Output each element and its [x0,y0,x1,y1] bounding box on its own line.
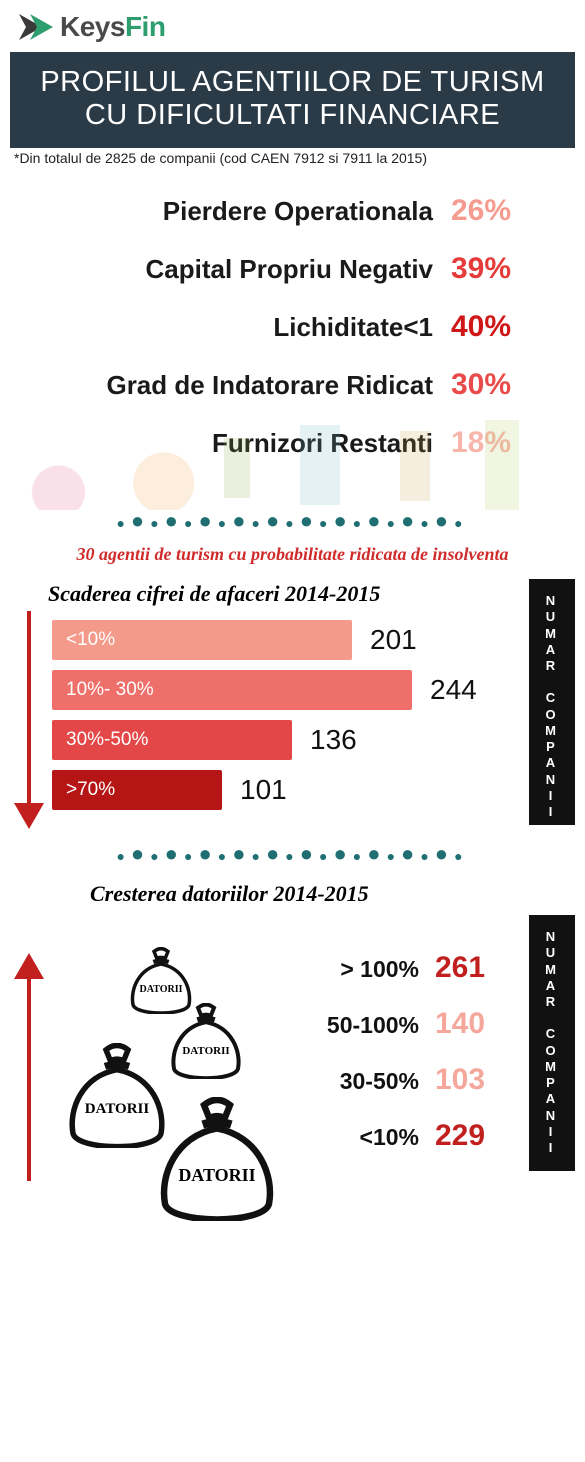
insolvency-callout: 30 agentii de turism cu probabilitate ri… [0,536,585,569]
vband-word: COMPANII [529,1026,575,1156]
debt-row: <10%229 [255,1119,515,1175]
bar-value: 136 [292,724,357,756]
debt-label: > 100% [255,956,435,983]
debt-value: 140 [435,1007,515,1041]
dot-divider: ●●●●●●●●●●●●●●●●●●●●● [0,837,585,869]
debt-label: <10% [255,1124,435,1151]
indicator-value: 30% [451,368,561,402]
debt-value: 261 [435,951,515,985]
dot-divider: ●●●●●●●●●●●●●●●●●●●●● [0,504,585,536]
indicator-label: Lichiditate<1 [24,312,451,343]
indicator-row: Furnizori Restanti18% [24,426,561,460]
bar-row: 30%-50%136 [52,717,569,763]
indicator-label: Capital Propriu Negativ [24,254,451,285]
revenue-decline-chart: <10%20110%- 30%24430%-50%136>70%101 NUMA… [0,617,585,837]
vband-word: COMPANII [529,690,575,820]
logo-text: KeysFin [60,11,165,43]
bar: <10% [52,620,352,660]
bar-row: >70%101 [52,767,569,813]
bar-value: 101 [222,774,287,806]
indicators-block: Pierdere Operationala26%Capital Propriu … [0,166,585,504]
debt-growth-block: DATORIIDATORIIDATORIIDATORII > 100%26150… [0,917,585,1197]
subtitle: *Din totalul de 2825 de companii (cod CA… [0,148,585,166]
logo-fin: Fin [125,11,166,42]
indicator-label: Furnizori Restanti [24,428,451,459]
title-band: PROFILUL AGENTIILOR DE TURISM CU DIFICUL… [10,52,575,148]
bar: >70% [52,770,222,810]
bar-row: 10%- 30%244 [52,667,569,713]
debt-row: > 100%261 [255,951,515,1007]
bar-row: <10%201 [52,617,569,663]
indicator-value: 39% [451,252,561,286]
debt-label: 50-100% [255,1012,435,1039]
chart1-title: Scaderea cifrei de afaceri 2014-2015 [0,569,585,617]
logo-arrow-icon [16,10,60,44]
indicator-value: 26% [451,194,561,228]
title-line-2: CU DIFICULTATI FINANCIARE [22,99,563,132]
chart2-title: Cresterea datoriilor 2014-2015 [0,869,585,917]
debt-label: 30-50% [255,1068,435,1095]
vertical-band-companies-1: NUMAR COMPANII [529,579,575,825]
debt-value: 229 [435,1119,515,1153]
vband-word: NUMAR [529,929,575,1010]
debt-row: 30-50%103 [255,1063,515,1119]
debt-value: 103 [435,1063,515,1097]
indicator-row: Capital Propriu Negativ39% [24,252,561,286]
vband-word: NUMAR [529,593,575,674]
down-arrow-icon [14,611,44,829]
up-arrow-icon [14,953,44,1181]
indicator-row: Grad de Indatorare Ridicat30% [24,368,561,402]
vertical-band-companies-2: NUMAR COMPANII [529,915,575,1171]
indicator-value: 18% [451,426,561,460]
debt-row: 50-100%140 [255,1007,515,1063]
bar: 30%-50% [52,720,292,760]
bar-value: 201 [352,624,417,656]
indicator-row: Pierdere Operationala26% [24,194,561,228]
title-line-1: PROFILUL AGENTIILOR DE TURISM [22,66,563,99]
indicator-label: Pierdere Operationala [24,196,451,227]
indicator-value: 40% [451,310,561,344]
money-bags-illustration: DATORIIDATORIIDATORIIDATORII [56,947,286,1197]
bar-value: 244 [412,674,477,706]
bar: 10%- 30% [52,670,412,710]
indicator-label: Grad de Indatorare Ridicat [24,370,451,401]
brand-logo: KeysFin [0,0,585,48]
money-bag-icon: DATORII [166,1003,246,1084]
logo-keys: Keys [60,11,125,42]
indicator-row: Lichiditate<140% [24,310,561,344]
